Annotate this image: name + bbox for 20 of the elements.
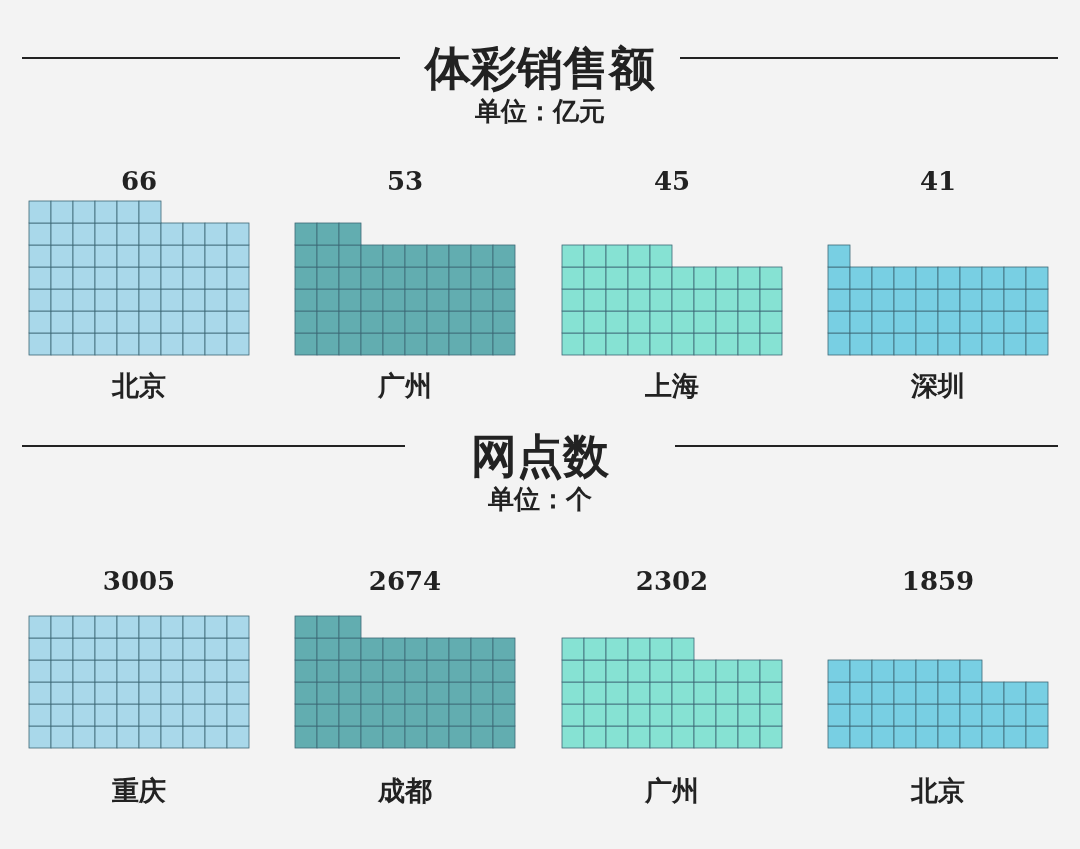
category-label: 广州: [644, 775, 699, 806]
data-label: 2674: [368, 566, 442, 596]
category-label: 北京: [910, 775, 965, 806]
data-label: 45: [653, 166, 691, 196]
category-label: 上海: [644, 370, 699, 401]
text: 体彩销售额: [423, 41, 655, 95]
category-label: 深圳: [910, 370, 965, 401]
data-label: 41: [919, 166, 957, 196]
category-label: 广州: [377, 370, 432, 401]
data-label: 66: [120, 166, 158, 196]
text: 网点数: [471, 429, 610, 483]
data-label: 1859: [901, 566, 975, 596]
category-label: 重庆: [111, 775, 166, 806]
data-label: 53: [386, 166, 424, 196]
data-label: 3005: [102, 566, 176, 596]
category-label: 成都: [377, 775, 432, 806]
text: 单位：亿元: [474, 96, 605, 126]
data-label: 2302: [635, 566, 709, 596]
category-label: 北京: [111, 370, 166, 401]
text: 单位：个: [487, 484, 592, 514]
